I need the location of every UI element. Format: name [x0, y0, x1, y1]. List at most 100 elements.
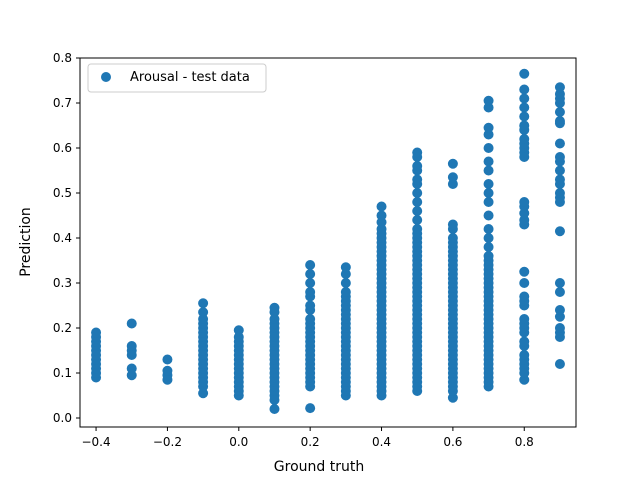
x-tick-label: 0.2	[301, 435, 320, 449]
data-point	[412, 188, 423, 198]
data-point	[519, 93, 530, 104]
data-point	[305, 314, 316, 324]
data-point	[126, 341, 137, 351]
x-axis-label: Ground truth	[274, 459, 364, 475]
data-point	[519, 120, 530, 131]
data-point	[483, 95, 494, 106]
data-point	[91, 327, 102, 338]
legend-marker	[101, 72, 111, 82]
data-point	[554, 82, 565, 93]
data-point	[305, 269, 316, 279]
x-axis-ticks: −0.4 −0.2 0.0 0.2 0.4 0.6 0.8	[81, 427, 534, 449]
data-point	[305, 403, 316, 414]
data-point	[554, 107, 565, 117]
data-point	[554, 116, 565, 126]
data-point	[519, 291, 530, 302]
data-point	[305, 300, 316, 311]
data-point	[483, 242, 494, 252]
data-points-layer	[91, 68, 565, 414]
data-point	[519, 336, 530, 347]
data-point	[412, 206, 423, 216]
data-point	[554, 278, 565, 288]
data-point	[340, 278, 351, 288]
data-point	[162, 354, 173, 365]
data-point	[340, 262, 351, 273]
data-point	[483, 179, 494, 189]
data-point	[412, 174, 423, 185]
data-point	[483, 251, 494, 261]
data-point	[519, 134, 530, 144]
data-point	[554, 165, 565, 176]
data-point	[519, 350, 530, 360]
data-point	[554, 174, 565, 185]
data-point	[269, 404, 280, 414]
x-tick-label: −0.2	[153, 435, 182, 449]
data-point	[447, 158, 458, 169]
data-point	[412, 197, 423, 207]
data-point	[412, 224, 423, 234]
data-point	[519, 278, 530, 288]
data-point	[483, 210, 494, 221]
x-tick-label: 0.0	[229, 435, 248, 449]
data-point	[198, 307, 209, 318]
legend-label: Arousal - test data	[130, 70, 250, 85]
data-point	[447, 172, 458, 183]
y-axis-label: Prediction	[18, 207, 34, 277]
y-tick-label: 0.5	[53, 186, 72, 200]
data-point	[483, 224, 494, 234]
x-tick-label: −0.4	[81, 435, 110, 449]
data-point	[376, 201, 387, 212]
data-point	[447, 233, 458, 243]
y-tick-label: 0.8	[53, 51, 72, 65]
plot-frame	[79, 57, 577, 428]
data-point	[126, 363, 137, 374]
data-point	[519, 102, 530, 113]
data-point	[340, 287, 351, 297]
y-tick-label: 0.2	[53, 321, 72, 335]
x-tick-label: 0.6	[443, 435, 462, 449]
data-point	[483, 188, 494, 198]
data-point	[412, 215, 423, 225]
data-point	[126, 318, 137, 329]
legend: Arousal - test data	[87, 63, 267, 93]
y-tick-label: 0.3	[53, 276, 72, 290]
data-point	[483, 233, 494, 243]
data-point	[412, 161, 423, 171]
data-point	[305, 278, 316, 288]
data-point	[519, 111, 530, 122]
data-point	[519, 197, 530, 207]
data-point	[519, 314, 530, 324]
data-point	[554, 188, 565, 198]
data-point	[554, 305, 565, 315]
data-point	[198, 298, 209, 309]
data-point	[162, 365, 173, 376]
data-point	[305, 287, 316, 297]
data-point	[519, 68, 530, 79]
data-point	[483, 122, 494, 133]
y-tick-label: 0.0	[53, 411, 72, 425]
data-point	[554, 226, 565, 237]
y-tick-label: 0.1	[53, 366, 72, 380]
y-tick-label: 0.6	[53, 141, 72, 155]
data-point	[233, 325, 244, 336]
data-point	[519, 84, 530, 95]
data-point	[519, 266, 530, 277]
data-point	[483, 156, 494, 167]
data-point	[483, 197, 494, 207]
legend-box	[87, 63, 267, 93]
y-axis-ticks: 0.0 0.1 0.2 0.3 0.4 0.5 0.6 0.7 0.8	[53, 51, 80, 425]
data-point	[447, 219, 458, 230]
x-tick-label: 0.8	[515, 435, 534, 449]
data-point	[554, 152, 565, 162]
data-point	[376, 210, 387, 221]
data-point	[554, 287, 565, 297]
data-point	[483, 165, 494, 176]
x-tick-label: 0.4	[372, 435, 391, 449]
data-point	[269, 302, 280, 313]
data-point	[412, 147, 423, 158]
y-tick-label: 0.4	[53, 231, 72, 245]
data-point	[554, 323, 565, 333]
data-point	[483, 143, 494, 153]
data-point	[554, 359, 565, 369]
